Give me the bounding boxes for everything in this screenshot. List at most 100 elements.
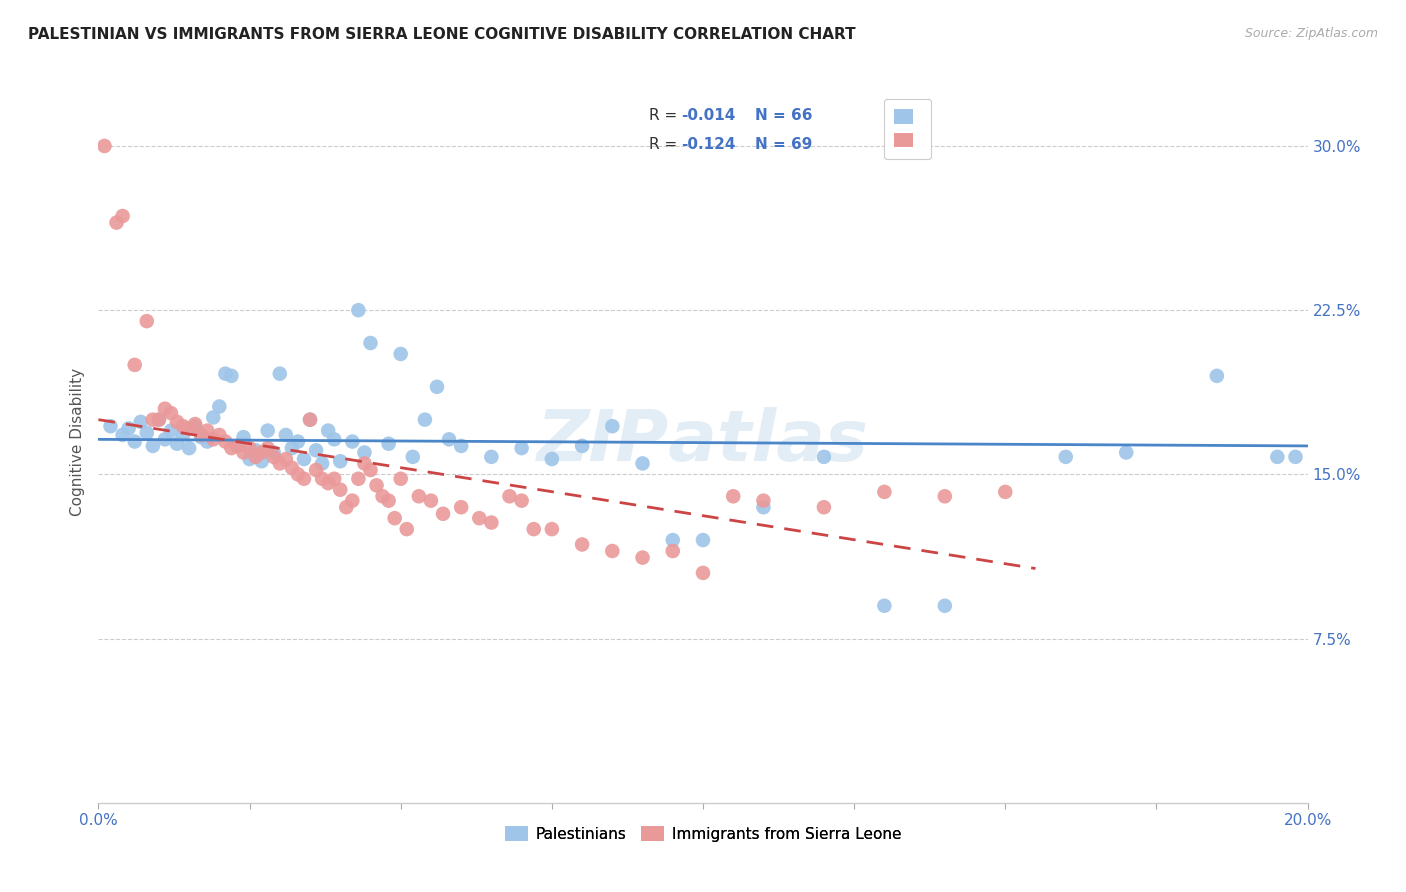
Point: [195, 434, 218, 449]
Point: [323, 472, 346, 486]
Point: [250, 445, 273, 459]
Point: [413, 412, 436, 426]
Point: [360, 336, 382, 351]
Point: [316, 476, 339, 491]
Point: [347, 303, 370, 318]
Point: [153, 433, 176, 447]
Point: [129, 415, 152, 429]
Point: [752, 500, 775, 515]
Point: [292, 452, 315, 467]
Point: [510, 493, 533, 508]
Point: [208, 428, 231, 442]
Point: [221, 441, 243, 455]
Point: [384, 511, 406, 525]
Point: [226, 439, 249, 453]
Point: [287, 467, 309, 482]
Point: [692, 533, 714, 547]
Point: [148, 412, 170, 426]
Point: [292, 472, 315, 486]
Point: [602, 544, 624, 558]
Point: [540, 522, 562, 536]
Point: [360, 463, 382, 477]
Point: [148, 412, 170, 426]
Point: [214, 367, 236, 381]
Point: [184, 417, 207, 431]
Point: [329, 454, 352, 468]
Point: [408, 489, 430, 503]
Point: [256, 424, 278, 438]
Point: [432, 507, 454, 521]
Point: [153, 401, 176, 416]
Point: [305, 463, 328, 477]
Point: [221, 368, 243, 383]
Point: [1206, 368, 1229, 383]
Point: [239, 441, 262, 455]
Point: [118, 421, 141, 435]
Point: [299, 412, 322, 426]
Text: Source: ZipAtlas.com: Source: ZipAtlas.com: [1244, 27, 1378, 40]
Point: [299, 412, 322, 426]
Point: [172, 419, 194, 434]
Point: [1054, 450, 1077, 464]
Point: [111, 209, 134, 223]
Point: [571, 537, 593, 551]
Point: [813, 500, 835, 515]
Point: [342, 434, 364, 449]
Point: [366, 478, 388, 492]
Point: [389, 347, 412, 361]
Point: [468, 511, 491, 525]
Point: [179, 441, 201, 455]
Point: [305, 443, 328, 458]
Point: [311, 472, 333, 486]
Point: [166, 415, 188, 429]
Point: [245, 443, 267, 458]
Point: [873, 484, 896, 499]
Point: [239, 452, 262, 467]
Point: [190, 430, 212, 444]
Point: [934, 599, 956, 613]
Point: [498, 489, 520, 503]
Point: [426, 380, 449, 394]
Point: [281, 441, 304, 455]
Point: [179, 421, 201, 435]
Point: [195, 424, 218, 438]
Point: [353, 457, 375, 471]
Point: [263, 445, 285, 459]
Point: [208, 400, 231, 414]
Point: [274, 428, 297, 442]
Point: [142, 412, 165, 426]
Y-axis label: Cognitive Disability: Cognitive Disability: [69, 368, 84, 516]
Point: [1115, 445, 1137, 459]
Point: [160, 406, 183, 420]
Point: [311, 457, 333, 471]
Text: N = 66: N = 66: [755, 108, 813, 123]
Text: R =: R =: [648, 136, 682, 152]
Point: [135, 425, 157, 440]
Point: [395, 522, 418, 536]
Text: -0.014: -0.014: [682, 108, 735, 123]
Point: [481, 450, 503, 464]
Point: [287, 434, 309, 449]
Point: [450, 500, 472, 515]
Point: [166, 436, 188, 450]
Point: [263, 450, 285, 464]
Point: [323, 433, 346, 447]
Text: R =: R =: [648, 108, 682, 123]
Point: [661, 544, 683, 558]
Point: [661, 533, 683, 547]
Point: [523, 522, 546, 536]
Point: [377, 493, 399, 508]
Point: [214, 434, 236, 449]
Point: [540, 452, 562, 467]
Point: [329, 483, 352, 497]
Point: [377, 436, 399, 450]
Legend: Palestinians, Immigrants from Sierra Leone: Palestinians, Immigrants from Sierra Leo…: [496, 819, 910, 849]
Point: [602, 419, 624, 434]
Point: [135, 314, 157, 328]
Point: [93, 139, 115, 153]
Point: [172, 428, 194, 442]
Point: [402, 450, 425, 464]
Point: [269, 367, 291, 381]
Point: [226, 439, 249, 453]
Point: [371, 489, 394, 503]
